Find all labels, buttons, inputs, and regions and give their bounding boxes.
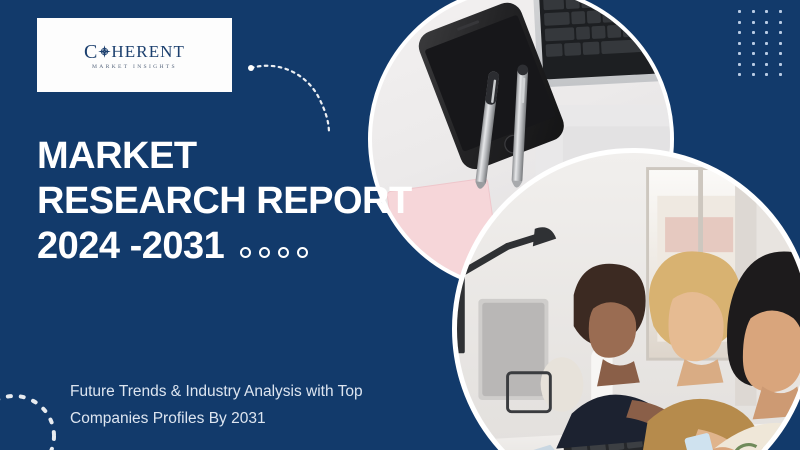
title-line-3: 2024 -2031 — [37, 225, 225, 267]
dot-grid-decoration — [738, 10, 792, 84]
coherent-market-insights-logo: C HERENT MARKET INSIGHTS — [37, 18, 232, 92]
diamond-compass-mark-icon — [98, 45, 112, 58]
page-title: MARKET RESEARCH REPORT 2024 -2031 — [37, 134, 412, 269]
title-line-2: RESEARCH REPORT — [37, 180, 412, 222]
subtitle-line-2: Companies Profiles By 2031 — [70, 410, 266, 427]
logo-letter-c: C — [83, 40, 99, 63]
subtitle-line-1: Future Trends & Industry Analysis with T… — [70, 383, 363, 400]
title-line-3-wrapper: 2024 -2031 — [37, 224, 412, 269]
logo-wordmark-rest: HERENT — [111, 42, 186, 62]
title-line-1: MARKET — [37, 135, 197, 177]
logo-tagline: MARKET INSIGHTS — [92, 63, 177, 70]
ring-dots-decoration — [240, 247, 309, 258]
dashed-curve-decoration — [248, 64, 331, 136]
logo-wordmark: C HERENT — [84, 42, 185, 62]
dashed-arc-decoration — [0, 394, 56, 450]
page-subtitle: Future Trends & Industry Analysis with T… — [70, 378, 363, 432]
